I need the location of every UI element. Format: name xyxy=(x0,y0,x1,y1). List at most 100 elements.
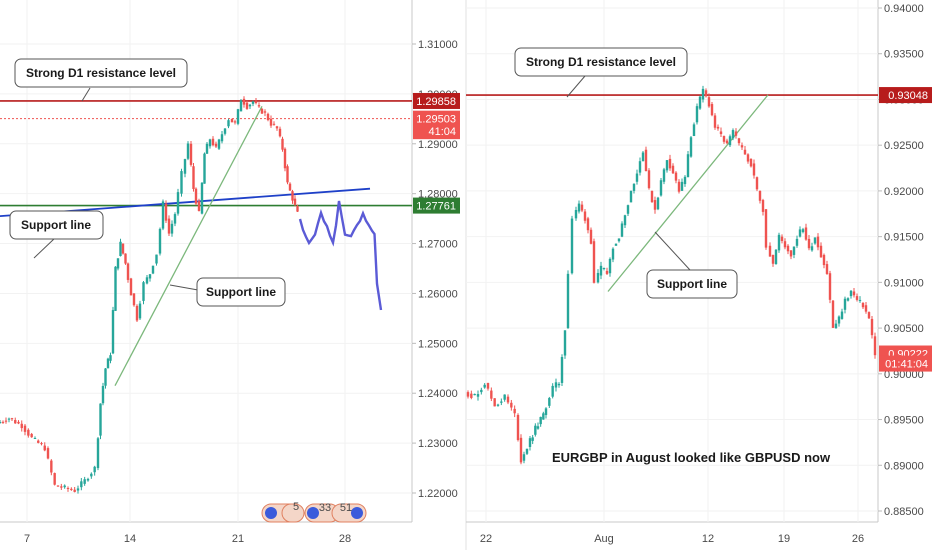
candle-body xyxy=(33,438,37,440)
x-tick-label: 7 xyxy=(24,533,30,545)
y-tick-label: 1.24000 xyxy=(418,388,458,400)
candle-body xyxy=(189,143,193,165)
news-badge[interactable]: 51 xyxy=(331,502,367,523)
flag-icon xyxy=(265,507,277,519)
candle-body xyxy=(728,136,732,146)
left-horizontal-levels[interactable] xyxy=(0,100,412,207)
callout-support-right[interactable]: Support line xyxy=(646,231,738,299)
candle-body xyxy=(283,148,287,169)
candle-body xyxy=(780,236,784,241)
news-count: 33 xyxy=(319,502,331,514)
candle-body xyxy=(665,160,669,171)
candle-body xyxy=(704,90,708,97)
candle-body xyxy=(490,390,493,399)
chart-annotation: EURGBP in August looked like GBPUSD now xyxy=(552,450,831,465)
candle-body xyxy=(263,111,267,113)
candle-body xyxy=(173,214,177,224)
candle-body xyxy=(180,171,183,194)
candle-body xyxy=(522,454,526,461)
y-tick-label: 0.88500 xyxy=(884,506,924,518)
candle-body xyxy=(500,401,503,403)
candle-body xyxy=(617,238,621,242)
candle-body xyxy=(819,245,823,258)
candle-body xyxy=(0,421,2,424)
candle-body xyxy=(560,357,564,383)
trendline[interactable] xyxy=(114,106,263,387)
candle-body xyxy=(158,228,162,254)
callout-resistance-right[interactable]: Strong D1 resistance level xyxy=(514,47,688,98)
candle-body xyxy=(17,421,20,424)
candle-body xyxy=(580,204,584,211)
candle-body xyxy=(873,336,877,356)
y-tick-label: 1.31000 xyxy=(418,39,458,51)
candle-body xyxy=(786,245,790,252)
right-time-axis[interactable]: 22 Aug 12 19 26 xyxy=(480,533,864,545)
candle-body xyxy=(496,404,500,406)
candle-body xyxy=(114,266,117,311)
candle-body xyxy=(656,197,660,210)
news-badge[interactable]: 5 xyxy=(281,501,305,523)
left-panel[interactable]: 1.310001.300001.290001.280001.270001.260… xyxy=(0,0,460,545)
right-grid xyxy=(466,0,878,522)
candle-body xyxy=(80,481,83,488)
callout-text: Support line xyxy=(21,218,91,232)
candle-body xyxy=(214,143,218,147)
right-trendlines[interactable] xyxy=(607,94,769,292)
candle-body xyxy=(629,190,633,203)
candle-body xyxy=(126,263,130,280)
candle-body xyxy=(707,97,711,107)
candle-body xyxy=(272,123,276,125)
candle-body xyxy=(101,385,105,404)
candle-body xyxy=(266,113,270,121)
candle-body xyxy=(291,191,294,201)
candle-body xyxy=(217,139,221,149)
candle-body xyxy=(674,172,678,181)
candle-body xyxy=(647,170,651,189)
candle-body xyxy=(605,270,609,274)
candle-body xyxy=(825,264,829,274)
candle-body xyxy=(257,105,261,107)
candle-body xyxy=(7,418,11,420)
candle-body xyxy=(701,88,705,100)
candle-body xyxy=(286,166,289,183)
candle-body xyxy=(774,249,778,265)
candle-body xyxy=(486,382,490,389)
left-time-axis[interactable]: 7 14 21 28 xyxy=(24,533,351,545)
candle-body xyxy=(755,177,759,190)
candle-body xyxy=(798,229,802,237)
price-line xyxy=(298,200,383,311)
candle-body xyxy=(566,273,570,329)
flag-icon xyxy=(351,507,363,519)
trendline[interactable] xyxy=(607,94,769,292)
news-badge[interactable]: 33 xyxy=(304,502,340,523)
candle-body xyxy=(230,118,234,123)
candle-body xyxy=(148,274,152,279)
candle-body xyxy=(574,209,578,219)
right-panel[interactable]: 0.940000.935000.930000.925000.920000.915… xyxy=(466,0,932,545)
callout-support-green[interactable]: Support line xyxy=(169,277,286,307)
candle-body xyxy=(531,437,534,441)
callout-resistance-left[interactable]: Strong D1 resistance level xyxy=(14,58,188,102)
candle-body xyxy=(761,200,765,212)
candle-body xyxy=(577,203,581,212)
callout-support-blue[interactable]: Support line xyxy=(9,210,104,259)
candle-body xyxy=(296,206,299,212)
candle-body xyxy=(544,408,548,415)
right-price-axis[interactable]: 0.940000.935000.930000.925000.920000.915… xyxy=(878,3,924,518)
candle-body xyxy=(810,246,814,251)
candle-body xyxy=(269,118,273,126)
news-badges[interactable]: 2 5 33 51 xyxy=(261,501,367,523)
y-tick-label: 1.25000 xyxy=(418,338,458,350)
candle-body xyxy=(138,303,142,319)
candle-body xyxy=(536,426,540,429)
candle-body xyxy=(124,253,127,264)
candle-body xyxy=(692,124,696,137)
candle-body xyxy=(599,265,603,276)
candle-body xyxy=(614,243,618,246)
candle-body xyxy=(822,254,826,266)
y-tick-label: 1.27000 xyxy=(418,239,458,251)
candle-body xyxy=(104,368,107,386)
candle-body xyxy=(864,305,868,312)
